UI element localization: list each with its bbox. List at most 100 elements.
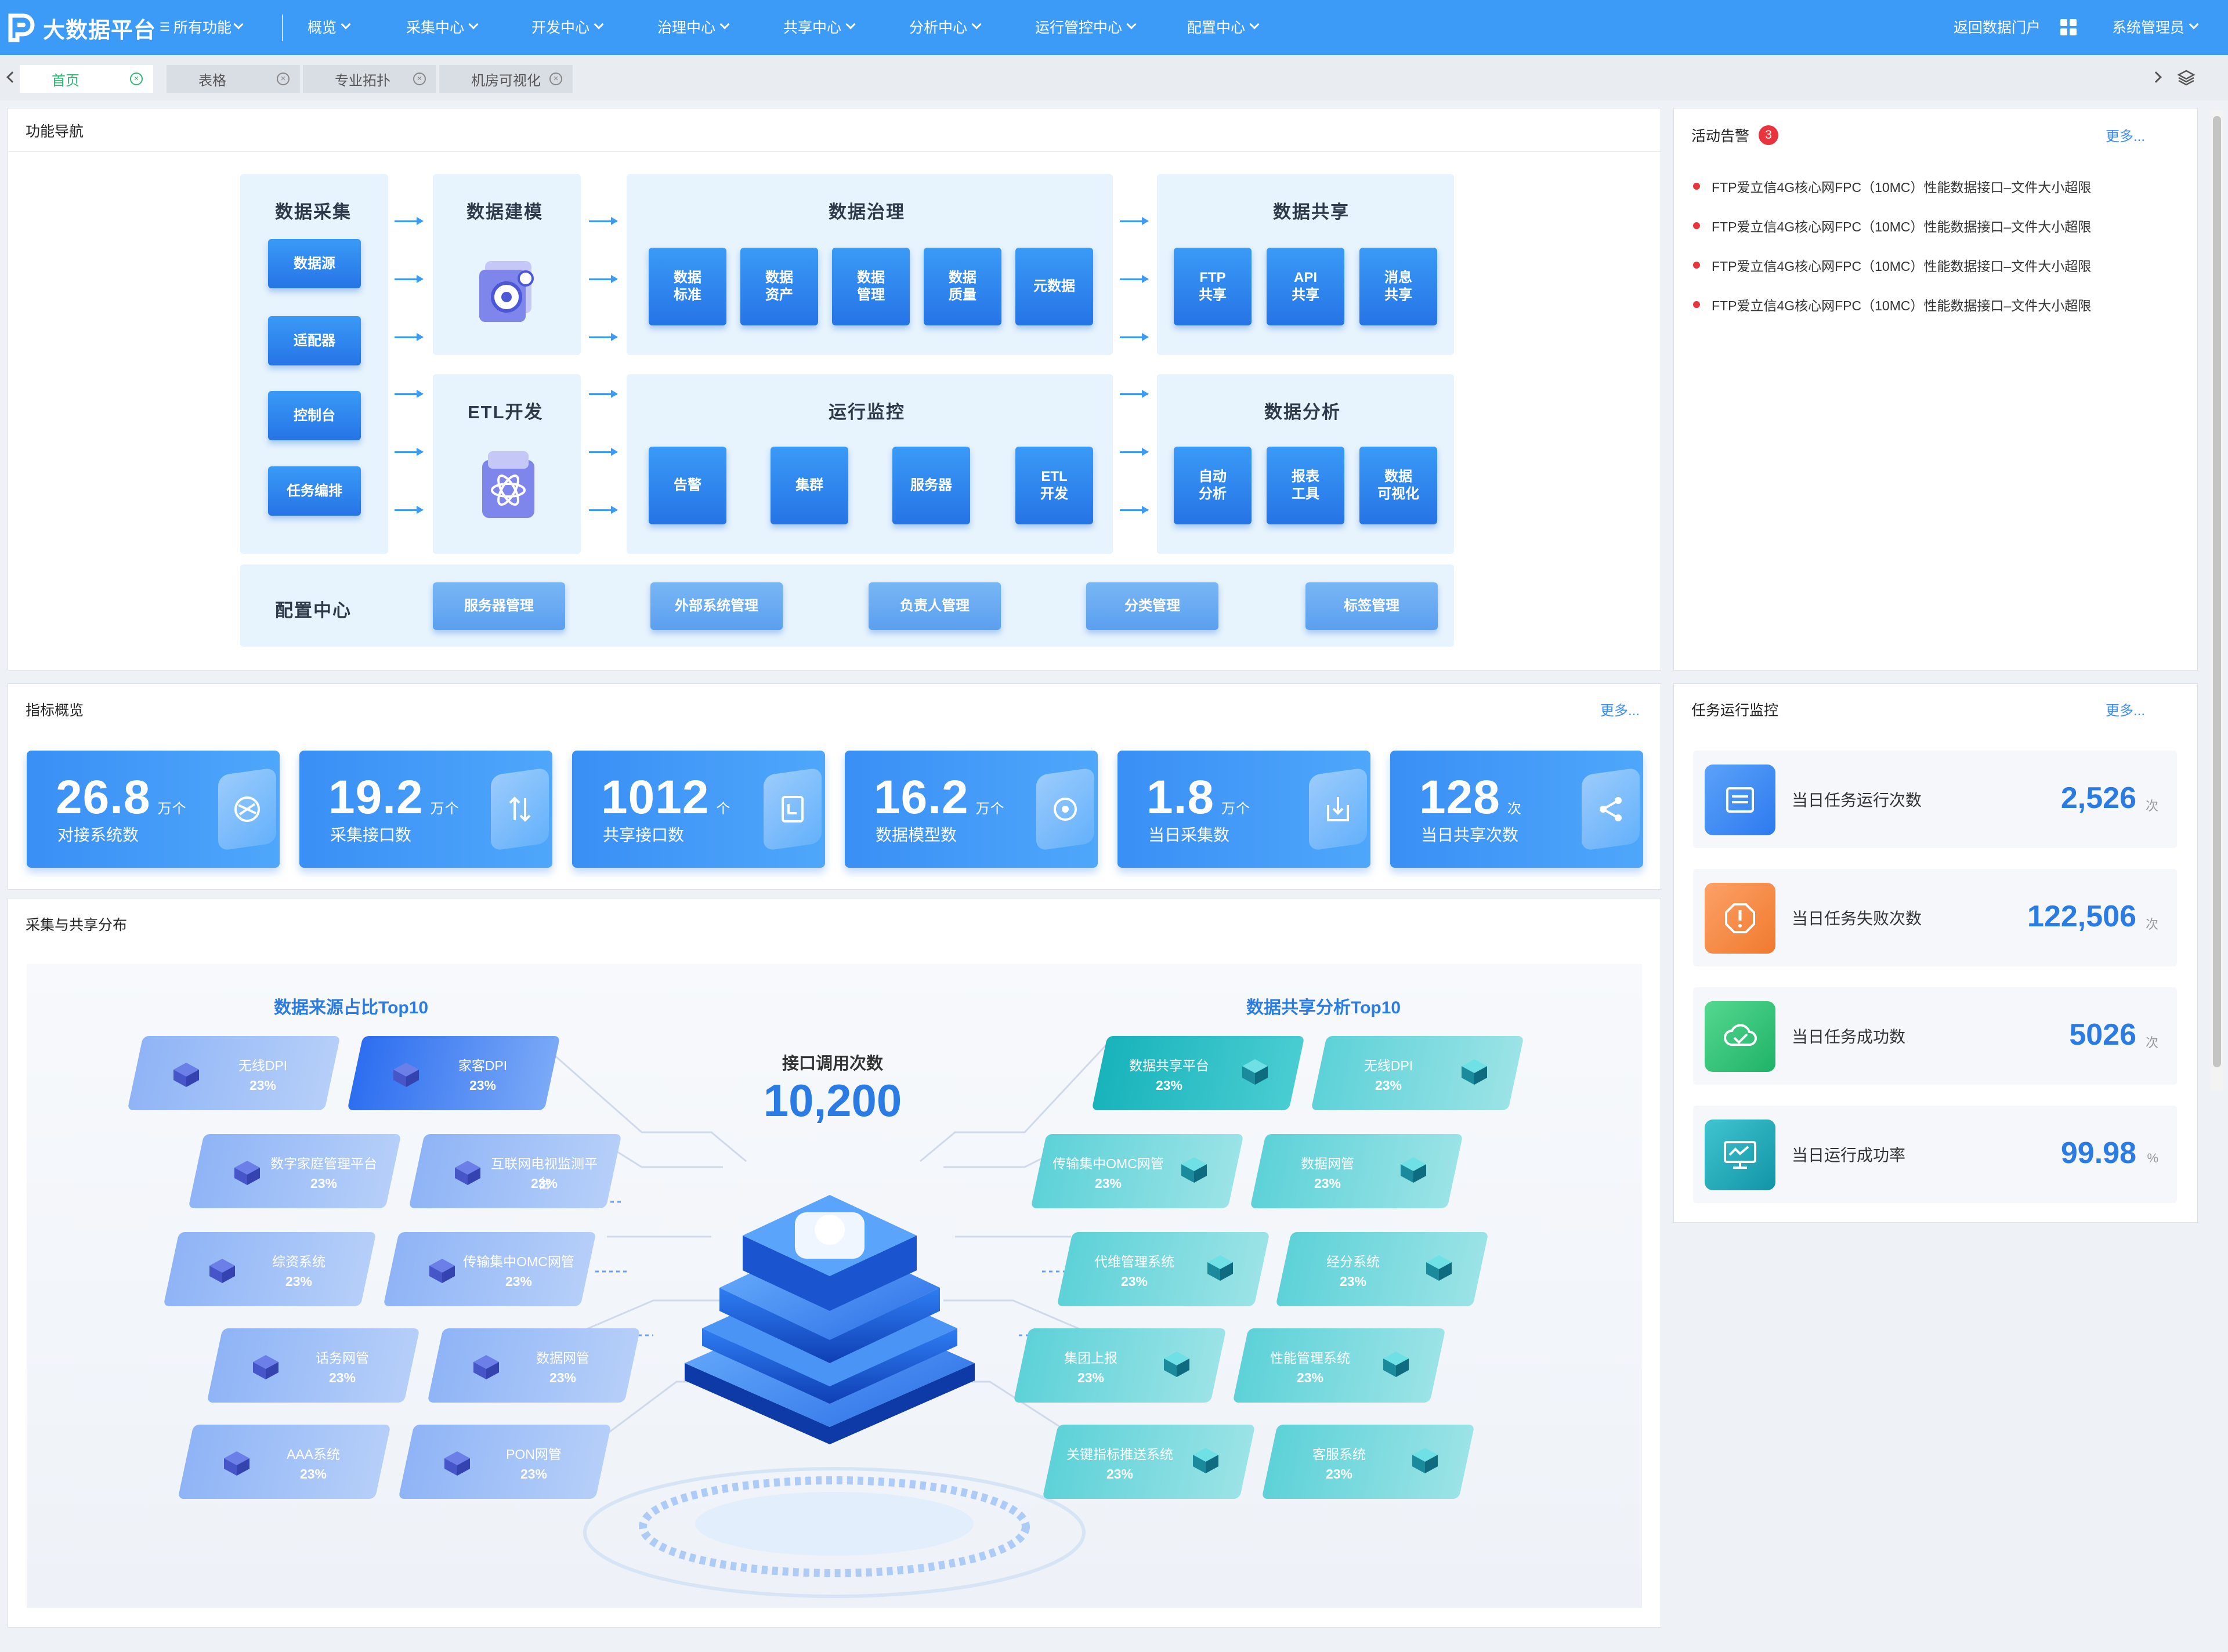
apps-grid-icon[interactable] — [2060, 19, 2077, 35]
item-name: 性能管理系统 — [1270, 1350, 1350, 1365]
btn-data-visual[interactable]: 数据 可视化 — [1359, 447, 1437, 524]
nav-ops[interactable]: 运行管控中心 — [1035, 16, 1137, 37]
scrollbar-thumb[interactable] — [2213, 116, 2221, 1067]
metrics-panel: 指标概览 更多... — [8, 683, 1661, 890]
btn-datasource[interactable]: 数据源 — [268, 239, 361, 288]
etl-illustration-icon[interactable] — [471, 443, 546, 530]
modeling-illustration-icon[interactable] — [471, 244, 546, 331]
btn-metadata[interactable]: 元数据 — [1015, 248, 1093, 325]
source-item[interactable]: 数据网管 23% — [427, 1328, 641, 1403]
btn-adapter[interactable]: 适配器 — [268, 316, 361, 365]
task-card-rate[interactable]: 当日运行成功率 99.98 % — [1693, 1106, 2177, 1203]
metric-label: 共享接口数 — [603, 826, 685, 844]
metric-card-models[interactable]: 16.2 万个 数据模型数 — [845, 751, 1098, 868]
source-item[interactable]: 传输集中OMC网管 23% — [383, 1232, 596, 1306]
btn-api-share[interactable]: API 共享 — [1267, 248, 1344, 325]
btn-ftp-share[interactable]: FTP 共享 — [1174, 248, 1252, 325]
metric-card-daily-collect[interactable]: 1.8 万个 当日采集数 — [1117, 751, 1370, 868]
alert-item[interactable]: FTP爱立信4G核心网FPC（10MC）性能数据接口–文件大小超限 — [1693, 255, 2091, 275]
source-item[interactable]: 无线DPI 23% — [127, 1036, 341, 1110]
share-item[interactable]: 客服系统 23% — [1261, 1425, 1475, 1499]
user-menu[interactable]: 系统管理员 — [2112, 16, 2199, 37]
task-card-failures[interactable]: 当日任务失败次数 122,506 次 — [1693, 869, 2177, 966]
tasks-more-link[interactable]: 更多... — [2105, 703, 2145, 719]
btn-console[interactable]: 控制台 — [268, 391, 361, 440]
warning-icon — [1705, 883, 1775, 954]
metric-value: 1012 个 — [601, 770, 730, 825]
metrics-more-link[interactable]: 更多... — [1600, 703, 1640, 719]
btn-data-asset[interactable]: 数据 资产 — [740, 248, 818, 325]
metric-card-daily-share[interactable]: 128 次 当日共享次数 — [1390, 751, 1643, 868]
nav-share[interactable]: 共享中心 — [783, 16, 856, 37]
all-functions-menu[interactable]: ☰ 所有功能 — [160, 16, 244, 37]
btn-tag-manage[interactable]: 标签管理 — [1305, 582, 1438, 630]
share-item[interactable]: 性能管理系统 23% — [1232, 1328, 1446, 1403]
btn-data-quality[interactable]: 数据 质量 — [924, 248, 1001, 325]
item-name: 家客DPI — [458, 1058, 508, 1073]
share-item[interactable]: 关键指标推送系统 23% — [1042, 1425, 1256, 1499]
btn-etl-dev[interactable]: ETL 开发 — [1015, 447, 1093, 524]
nav-develop[interactable]: 开发中心 — [531, 16, 604, 37]
source-item[interactable]: 家客DPI 23% — [347, 1036, 560, 1110]
task-card-runs[interactable]: 当日任务运行次数 2,526 次 — [1693, 751, 2177, 848]
task-card-success[interactable]: 当日任务成功数 5026 次 — [1693, 987, 2177, 1085]
btn-owner-manage[interactable]: 负责人管理 — [869, 582, 1001, 630]
source-item[interactable]: 互联网电视监测平台 23% — [408, 1134, 622, 1208]
btn-category-manage[interactable]: 分类管理 — [1086, 582, 1218, 630]
portal-link[interactable]: 返回数据门户 — [1954, 20, 2041, 36]
btn-cluster[interactable]: 集群 — [771, 447, 848, 524]
nav-label: 共享中心 — [783, 20, 842, 36]
btn-auto-analysis[interactable]: 自动 分析 — [1174, 447, 1252, 524]
tab-topology[interactable]: 专业拓扑 × — [303, 65, 436, 93]
metric-card-share-interfaces[interactable]: 1012 个 共享接口数 — [572, 751, 825, 868]
alerts-panel: 活动告警 3 更多... — [1673, 108, 2198, 671]
flow-arrow — [1120, 333, 1149, 341]
share-item[interactable]: 无线DPI 23% — [1311, 1036, 1524, 1110]
close-icon[interactable]: × — [413, 73, 426, 85]
model-icon — [1036, 767, 1094, 852]
share-item[interactable]: 传输集中OMC网管 23% — [1030, 1134, 1244, 1208]
btn-msg-share[interactable]: 消息 共享 — [1359, 248, 1437, 325]
source-item[interactable]: PON网管 23% — [398, 1425, 612, 1499]
source-item[interactable]: 话务网管 23% — [207, 1328, 420, 1403]
metric-card-collect-interfaces[interactable]: 19.2 万个 采集接口数 — [299, 751, 552, 868]
share-item[interactable]: 代维管理系统 23% — [1057, 1232, 1270, 1306]
scrollbar[interactable] — [2211, 110, 2223, 1091]
btn-server[interactable]: 服务器 — [892, 447, 970, 524]
cloud-check-icon — [1705, 1001, 1775, 1072]
btn-external-system[interactable]: 外部系统管理 — [650, 582, 783, 630]
btn-data-manage[interactable]: 数据 管理 — [832, 248, 910, 325]
close-icon[interactable]: × — [277, 73, 290, 85]
nav-config[interactable]: 配置中心 — [1187, 16, 1260, 37]
source-item[interactable]: 综资系统 23% — [163, 1232, 377, 1306]
btn-report-tool[interactable]: 报表 工具 — [1267, 447, 1344, 524]
share-item[interactable]: 集团上报 23% — [1013, 1328, 1227, 1403]
btn-data-standard[interactable]: 数据 标准 — [649, 248, 726, 325]
metric-card-systems[interactable]: 26.8 万个 对接系统数 — [27, 751, 280, 868]
tab-room-visual[interactable]: 机房可视化 × — [439, 65, 573, 93]
chevron-down-icon — [1249, 19, 1260, 30]
alerts-more-link[interactable]: 更多... — [2105, 129, 2145, 144]
nav-govern[interactable]: 治理中心 — [657, 16, 730, 37]
item-name: 经分系统 — [1326, 1254, 1380, 1269]
btn-alarm[interactable]: 告警 — [649, 447, 726, 524]
btn-server-manage[interactable]: 服务器管理 — [433, 582, 565, 630]
nav-analysis[interactable]: 分析中心 — [909, 16, 982, 37]
tab-home[interactable]: 首页 × — [20, 65, 153, 93]
share-item[interactable]: 经分系统 23% — [1275, 1232, 1489, 1306]
alert-item[interactable]: FTP爱立信4G核心网FPC（10MC）性能数据接口–文件大小超限 — [1693, 216, 2091, 236]
nav-overview[interactable]: 概览 — [308, 16, 351, 37]
close-icon[interactable]: × — [130, 73, 143, 85]
alert-item[interactable]: FTP爱立信4G核心网FPC（10MC）性能数据接口–文件大小超限 — [1693, 295, 2091, 314]
btn-task-orchestrate[interactable]: 任务编排 — [268, 466, 361, 516]
source-item[interactable]: 数字家庭管理平台 23% — [188, 1134, 402, 1208]
layers-icon[interactable] — [2177, 68, 2196, 87]
share-item[interactable]: 数据共享平台 23% — [1091, 1036, 1305, 1110]
nav-collect[interactable]: 采集中心 — [406, 16, 479, 37]
alert-item[interactable]: FTP爱立信4G核心网FPC（10MC）性能数据接口–文件大小超限 — [1693, 176, 2091, 196]
tab-table[interactable]: 表格 × — [167, 65, 300, 93]
source-item[interactable]: AAA系统 23% — [178, 1425, 391, 1499]
close-icon[interactable]: × — [549, 73, 562, 85]
app-logo[interactable]: 大数据平台 — [6, 12, 156, 44]
share-item[interactable]: 数据网管 23% — [1250, 1134, 1463, 1208]
